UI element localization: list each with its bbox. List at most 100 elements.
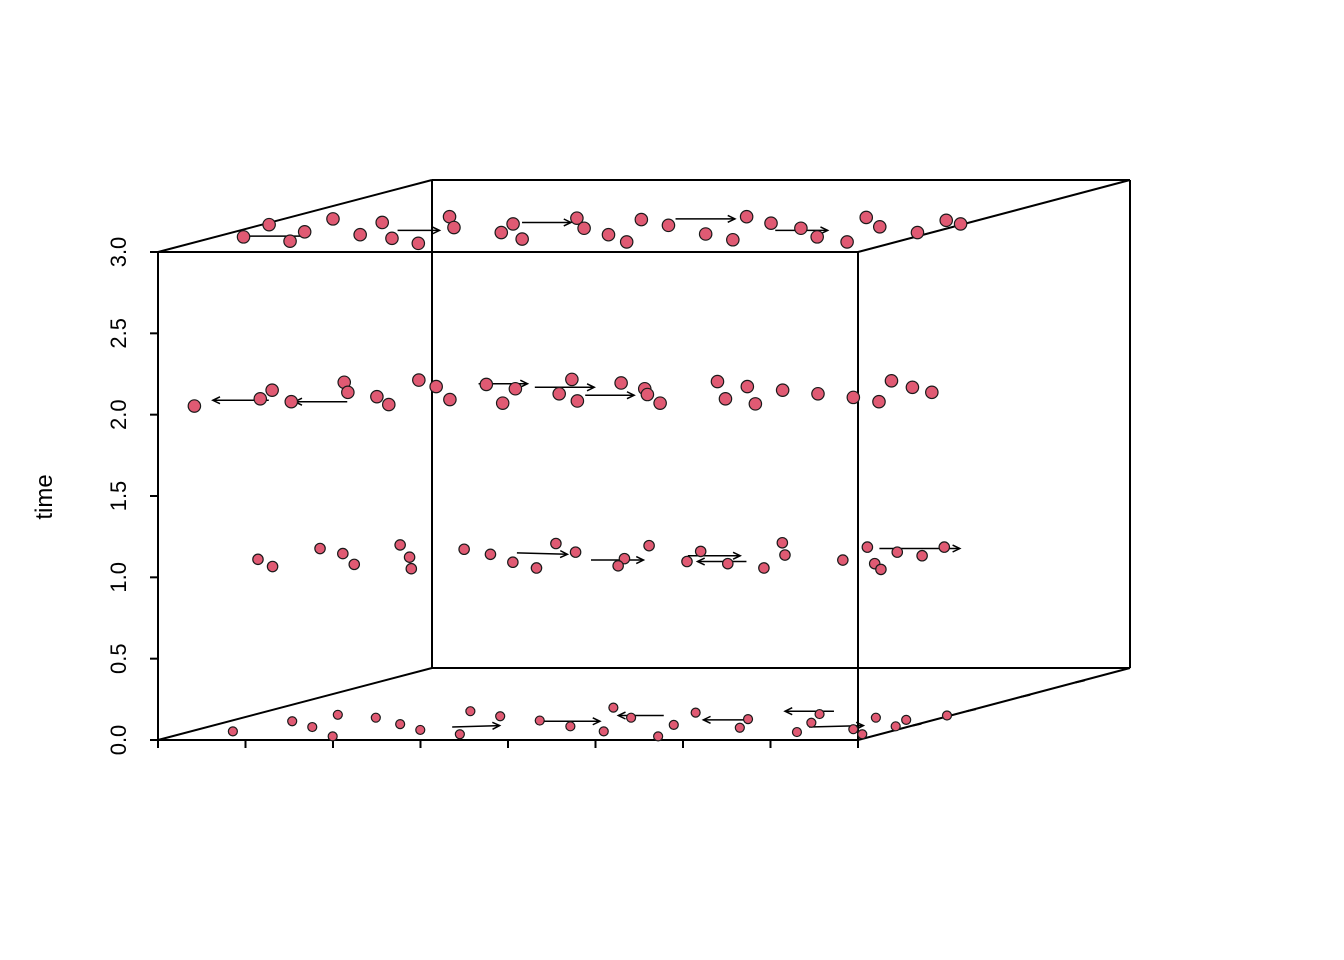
data-point xyxy=(941,710,953,721)
data-point xyxy=(601,227,616,242)
data-point xyxy=(297,225,312,239)
right-top-depth-edge xyxy=(857,179,1131,253)
data-point xyxy=(938,541,951,553)
data-point xyxy=(447,220,461,235)
arrow-head xyxy=(732,551,742,560)
data-point xyxy=(710,374,725,389)
data-point xyxy=(370,712,381,723)
data-point xyxy=(734,722,745,733)
data-point xyxy=(643,539,655,552)
data-point xyxy=(411,236,426,251)
data-point xyxy=(287,716,298,727)
z-axis-tick-label: 1.0 xyxy=(106,562,131,593)
arrow-head xyxy=(492,721,502,730)
data-point xyxy=(569,546,582,558)
y-axis-tick xyxy=(1020,693,1031,698)
data-point xyxy=(385,231,399,246)
data-point xyxy=(381,397,396,412)
z-axis-tick-label: 0.0 xyxy=(106,725,131,756)
left-top-depth-edge xyxy=(157,179,433,253)
z-axis-tick-label: 0.5 xyxy=(106,643,131,674)
data-point xyxy=(227,726,238,737)
data-point xyxy=(565,372,579,387)
data-point xyxy=(890,721,901,732)
data-point xyxy=(515,232,529,246)
data-point xyxy=(740,379,755,394)
data-point xyxy=(394,539,406,551)
data-point xyxy=(721,557,734,570)
data-point xyxy=(910,225,925,240)
data-point xyxy=(668,719,679,730)
data-point xyxy=(916,549,928,562)
data-point xyxy=(634,212,649,227)
data-point xyxy=(187,399,202,413)
data-point xyxy=(375,215,390,230)
data-point xyxy=(859,210,874,225)
data-point xyxy=(506,217,520,231)
arrow-head xyxy=(586,383,596,392)
data-point xyxy=(495,396,510,410)
data-point xyxy=(565,721,576,732)
data-point xyxy=(454,729,465,740)
data-point xyxy=(690,707,701,718)
data-point xyxy=(534,715,545,726)
right-bottom-depth-edge xyxy=(857,667,1131,741)
data-point xyxy=(429,379,443,394)
data-point xyxy=(681,555,693,568)
data-point xyxy=(252,553,264,566)
data-point xyxy=(837,554,849,566)
data-point xyxy=(508,381,523,396)
data-point xyxy=(891,546,904,558)
data-point xyxy=(619,235,634,249)
arrow-head xyxy=(695,557,706,566)
y-axis-tick xyxy=(966,708,977,713)
data-point xyxy=(307,721,318,733)
data-point xyxy=(875,563,887,576)
arrow-head xyxy=(635,555,646,565)
data-point xyxy=(810,230,824,244)
data-point xyxy=(653,396,667,410)
z-axis-tick-label: 1.5 xyxy=(106,481,131,512)
data-point xyxy=(925,385,939,400)
arrow-head xyxy=(431,226,442,235)
data-point xyxy=(694,545,707,558)
z-axis-tick-label: 2.0 xyxy=(106,399,131,430)
data-point xyxy=(405,562,418,575)
data-point xyxy=(870,712,881,723)
data-point xyxy=(953,217,968,231)
arrow-head xyxy=(952,544,962,553)
axis-ticks xyxy=(150,251,1085,748)
data-point xyxy=(266,560,279,573)
data-point xyxy=(337,547,349,560)
data-point xyxy=(236,230,251,244)
data-point xyxy=(284,394,299,409)
data-point xyxy=(775,383,790,397)
data-point xyxy=(791,726,803,738)
data-point xyxy=(265,383,279,397)
arrow-head xyxy=(519,379,530,388)
arrow-head xyxy=(559,549,570,559)
data-point xyxy=(484,548,497,561)
point-layer xyxy=(187,209,968,742)
data-point xyxy=(640,387,655,402)
data-point xyxy=(552,386,566,401)
data-point xyxy=(794,221,808,236)
data-point xyxy=(625,712,637,723)
data-point xyxy=(262,217,276,232)
data-point xyxy=(327,731,338,742)
box-frame xyxy=(157,179,1131,741)
data-point xyxy=(848,724,859,735)
data-point xyxy=(465,706,476,717)
data-point xyxy=(806,717,817,728)
data-point xyxy=(598,726,609,737)
y-axis-tick xyxy=(1075,679,1085,684)
arrow-head xyxy=(701,715,711,724)
data-point xyxy=(314,542,326,555)
data-point xyxy=(415,724,426,736)
data-point xyxy=(494,225,509,240)
arrow-head xyxy=(563,218,573,227)
data-point xyxy=(458,543,470,556)
data-point xyxy=(570,211,584,225)
